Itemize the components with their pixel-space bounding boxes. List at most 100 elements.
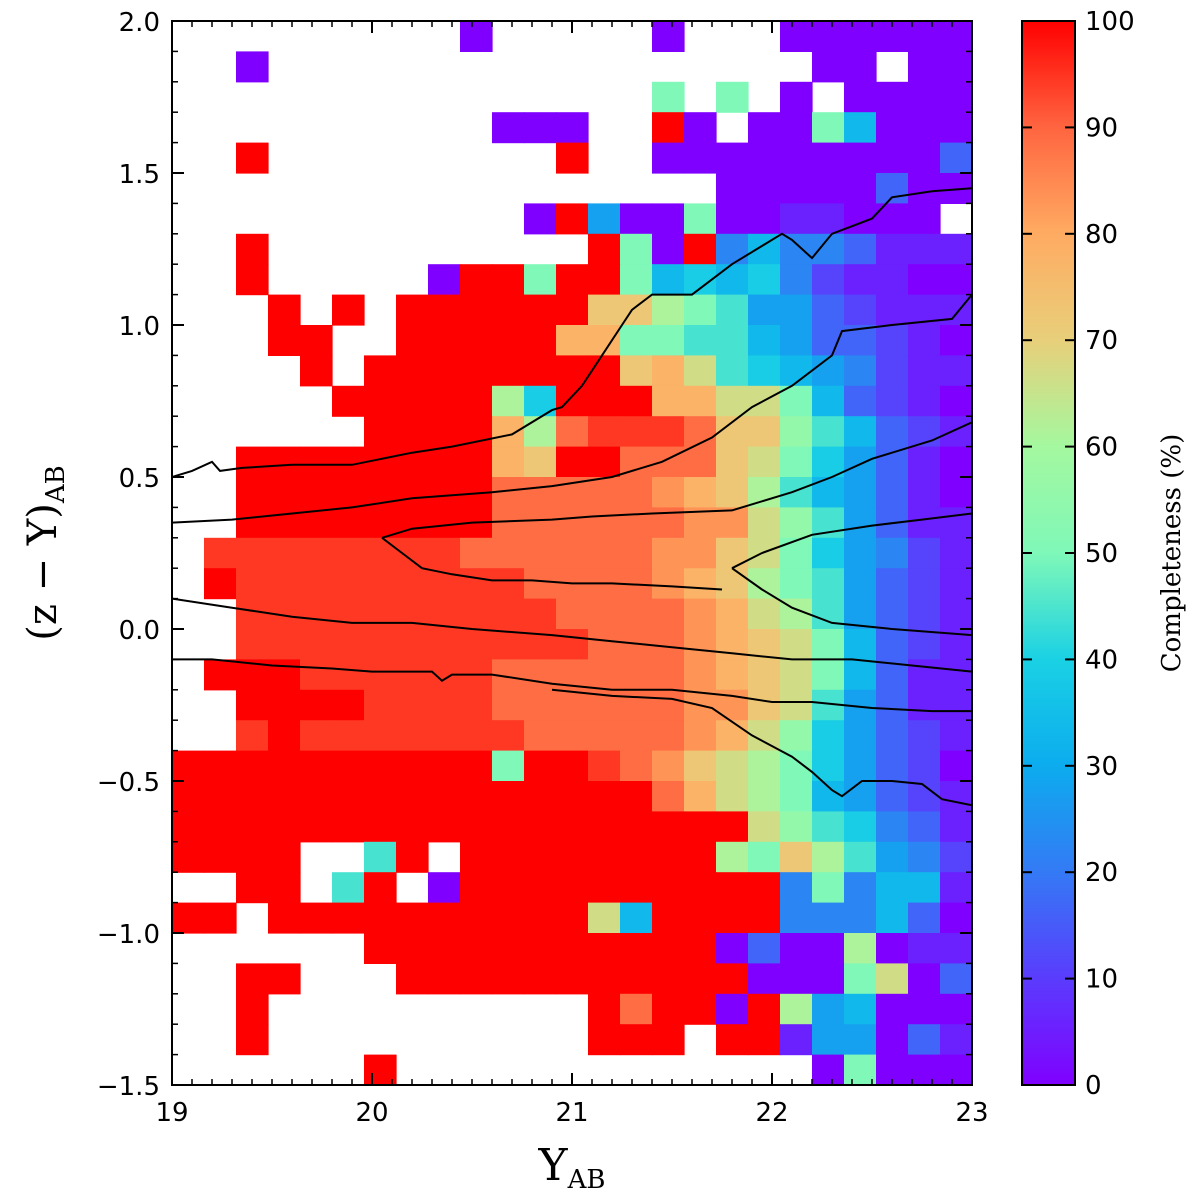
heatmap-cell — [556, 446, 589, 478]
heatmap-cell — [236, 264, 269, 296]
heatmap-cell — [524, 750, 557, 782]
heatmap-cell — [268, 781, 301, 812]
heatmap-cell — [620, 872, 653, 904]
heatmap-cell — [876, 233, 909, 265]
heatmap-cell — [844, 142, 877, 174]
heatmap-cell — [396, 902, 429, 934]
heatmap-cell — [204, 568, 237, 600]
heatmap-cell — [268, 446, 301, 478]
heatmap-cell — [652, 720, 685, 752]
heatmap-cell — [716, 750, 749, 782]
heatmap-cell — [908, 841, 941, 873]
heatmap-cell — [972, 903, 1005, 934]
heatmap-cell — [716, 963, 749, 995]
heatmap-cell — [812, 568, 845, 600]
heatmap-cell — [620, 325, 653, 356]
heatmap-cell — [588, 537, 621, 569]
heatmap-cell — [940, 933, 972, 964]
heatmap-cell — [812, 963, 845, 995]
heatmap-cells — [172, 21, 1005, 1085]
contour-lines — [172, 187, 972, 807]
heatmap-cell — [876, 385, 909, 417]
heatmap-cell — [396, 629, 429, 660]
heatmap-cell — [524, 811, 557, 843]
heatmap-cell — [332, 781, 365, 812]
x-tick-label: 21 — [555, 1098, 588, 1128]
heatmap-cell — [748, 325, 781, 356]
heatmap-cell — [524, 507, 557, 539]
heatmap-cell — [556, 963, 589, 995]
heatmap-cell — [588, 750, 621, 782]
heatmap-cell — [204, 902, 237, 934]
heatmap-cell — [524, 203, 557, 235]
y-axis-ticks: −1.5 −1.0 −0.5 0.0 0.5 1.0 1.5 2.0 — [97, 8, 972, 1102]
heatmap-cell — [332, 629, 365, 660]
heatmap-cell — [844, 21, 877, 52]
heatmap-cell — [588, 993, 621, 1025]
contour-inner-lower — [172, 597, 972, 673]
heatmap-cell — [556, 598, 589, 630]
heatmap-cell — [844, 537, 877, 569]
heatmap-cell — [908, 446, 941, 478]
heatmap-cell — [460, 963, 493, 995]
heatmap-cell — [268, 537, 301, 569]
heatmap-cell — [908, 477, 941, 508]
heatmap-cell — [908, 811, 941, 843]
heatmap-cell — [844, 507, 877, 539]
heatmap-cell — [908, 659, 941, 691]
heatmap-cell — [812, 841, 845, 873]
heatmap-cell — [780, 963, 813, 995]
heatmap-cell — [748, 963, 781, 995]
heatmap-cell — [556, 689, 589, 721]
heatmap-cell — [940, 872, 972, 904]
heatmap-cell — [876, 142, 909, 174]
heatmap-cell — [716, 872, 749, 904]
heatmap-cell — [940, 416, 972, 448]
heatmap-cell — [652, 21, 685, 52]
colorbar-tick-label: 70 — [1085, 326, 1118, 356]
heatmap-cell — [620, 781, 653, 812]
heatmap-cell — [588, 902, 621, 934]
heatmap-cell — [876, 446, 909, 478]
heatmap-cell — [908, 598, 941, 630]
heatmap-cell — [748, 841, 781, 873]
heatmap-cell — [940, 811, 972, 843]
heatmap-cell — [684, 537, 717, 569]
heatmap-cell — [876, 750, 909, 782]
heatmap-cell — [364, 537, 397, 569]
x-tick-label: 20 — [355, 1098, 388, 1128]
heatmap-cell — [940, 477, 972, 508]
heatmap-cell — [716, 598, 749, 630]
heatmap-cell — [300, 689, 333, 721]
heatmap-cell — [364, 416, 397, 448]
heatmap-cell — [748, 112, 781, 144]
colorbar-tick-label: 60 — [1085, 433, 1118, 463]
y-tick-label: −1.0 — [97, 920, 160, 950]
heatmap-cell — [716, 933, 749, 964]
colorbar-tick-label: 90 — [1085, 113, 1118, 143]
heatmap-cell — [908, 750, 941, 782]
heatmap-cell — [780, 112, 813, 144]
heatmap-cell — [556, 416, 589, 448]
colorbar-tick-label: 30 — [1085, 752, 1118, 782]
heatmap-cell — [780, 507, 813, 539]
heatmap-cell — [236, 1024, 269, 1056]
heatmap-cell — [844, 872, 877, 904]
heatmap-cell — [684, 355, 717, 387]
heatmap-cell — [844, 629, 877, 660]
heatmap-cell — [748, 750, 781, 782]
heatmap-cell — [908, 1054, 941, 1085]
heatmap-cell — [364, 720, 397, 752]
heatmap-cell — [684, 416, 717, 448]
heatmap-cell — [364, 841, 397, 873]
heatmap-cell — [780, 325, 813, 356]
heatmap-cell — [460, 689, 493, 721]
heatmap-cell — [684, 811, 717, 843]
heatmap-cell — [972, 963, 1005, 994]
heatmap-cell — [780, 902, 813, 934]
heatmap-cell — [268, 902, 301, 934]
heatmap-cell — [364, 781, 397, 812]
heatmap-cell — [428, 963, 461, 995]
heatmap-cell — [972, 842, 1005, 873]
heatmap-cell — [524, 355, 557, 387]
